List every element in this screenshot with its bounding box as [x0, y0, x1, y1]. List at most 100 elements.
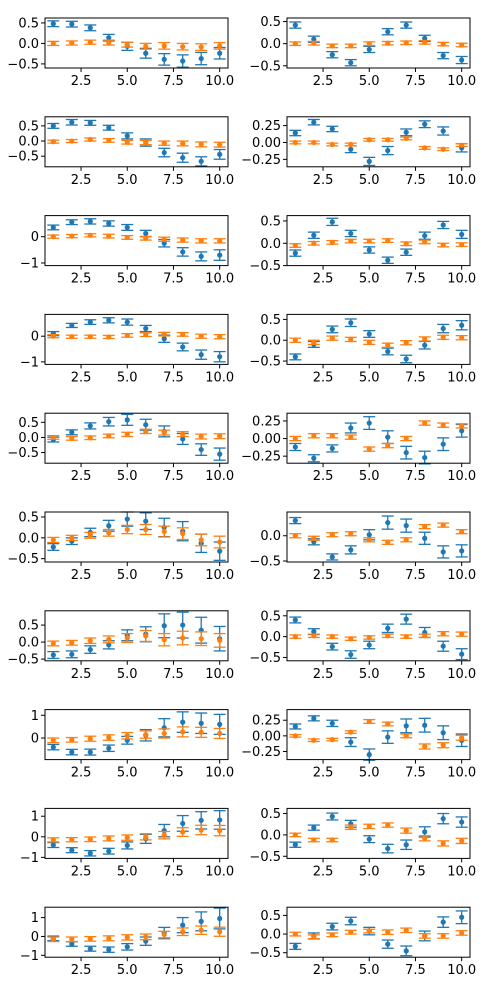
- data-point: [161, 43, 167, 49]
- data-point: [311, 535, 317, 541]
- data-point: [459, 423, 465, 429]
- axes-frame: [44, 215, 229, 267]
- data-point: [217, 354, 223, 360]
- data-point: [329, 43, 335, 49]
- data-point: [87, 120, 93, 126]
- y-tick-label: 0: [31, 830, 39, 845]
- data-point: [124, 319, 130, 325]
- series-2: [289, 927, 468, 940]
- data-point: [311, 934, 317, 940]
- data-point: [217, 730, 223, 737]
- axes-frame: [286, 807, 471, 859]
- x-tick-label: 7.5: [405, 963, 426, 978]
- data-point: [422, 829, 428, 835]
- data-point: [329, 837, 335, 843]
- series-1: [47, 317, 226, 363]
- data-point: [329, 445, 335, 452]
- data-point: [459, 335, 465, 341]
- data-point: [143, 732, 149, 738]
- data-point: [422, 743, 428, 750]
- series-2: [47, 925, 226, 943]
- data-point: [348, 729, 354, 735]
- y-tick-label: −0.5: [249, 651, 281, 666]
- data-point: [292, 533, 298, 539]
- x-tick-label: 10.0: [205, 568, 234, 583]
- data-point: [180, 58, 186, 64]
- data-point: [180, 431, 186, 437]
- subplot-7-1: 2.5 5.0 7.5 10.0 −0.250.000.25: [241, 709, 476, 781]
- y-tick-label: 0.5: [18, 119, 39, 134]
- data-point: [106, 220, 112, 227]
- data-point: [329, 52, 335, 58]
- data-point: [69, 119, 75, 125]
- data-point: [422, 342, 428, 348]
- x-tick-label: 5.0: [359, 370, 380, 385]
- data-point: [198, 352, 204, 358]
- data-point: [161, 528, 167, 535]
- x-tick-label: 7.5: [405, 74, 426, 89]
- data-point: [87, 136, 93, 143]
- data-point: [198, 253, 204, 259]
- data-point: [292, 931, 298, 937]
- x-tick-label: 7.5: [163, 568, 184, 583]
- data-point: [348, 60, 354, 66]
- data-point: [366, 137, 372, 143]
- data-point: [385, 40, 391, 46]
- x-tick-label: 2.5: [71, 864, 92, 879]
- data-point: [87, 850, 93, 856]
- data-point: [311, 40, 317, 46]
- series-2: [47, 523, 226, 549]
- data-point: [50, 640, 56, 647]
- data-point: [106, 125, 112, 131]
- data-point: [348, 824, 354, 830]
- data-point: [217, 252, 223, 258]
- subplot-3-1: 2.5 5.0 7.5 10.0 −0.5 0.0 0.5: [249, 313, 476, 386]
- subplot-5-0: 2.5 5.0 7.5 10.0 −0.5 0.0 0.5: [7, 511, 234, 584]
- y-tick-label: −0.25: [241, 153, 281, 168]
- y-tick-label: 0.0: [260, 529, 281, 544]
- data-point: [385, 147, 391, 154]
- series-2: [289, 822, 468, 847]
- data-point: [459, 838, 465, 844]
- y-tick-label: −0.5: [249, 946, 281, 961]
- data-point: [459, 548, 465, 554]
- data-point: [311, 433, 317, 439]
- axes-frame: [44, 313, 229, 365]
- x-tick-label: 5.0: [359, 173, 380, 188]
- data-point: [459, 57, 465, 63]
- data-point: [366, 642, 372, 648]
- x-tick-label: 10.0: [205, 469, 234, 484]
- data-point: [143, 235, 149, 241]
- data-point: [422, 633, 428, 639]
- data-point: [422, 835, 428, 841]
- data-point: [217, 721, 223, 727]
- data-point: [50, 737, 56, 743]
- x-tick-label: 5.0: [117, 568, 138, 583]
- data-point: [403, 340, 409, 346]
- data-point: [106, 317, 112, 323]
- x-tick-label: 2.5: [313, 469, 334, 484]
- x-tick-label: 2.5: [71, 667, 92, 682]
- data-point: [422, 524, 428, 530]
- data-point: [198, 238, 204, 244]
- data-point: [69, 737, 75, 743]
- x-tick-label: 5.0: [359, 469, 380, 484]
- x-tick-label: 10.0: [205, 864, 234, 879]
- data-point: [440, 631, 446, 637]
- data-point: [385, 845, 391, 852]
- data-point: [161, 336, 167, 342]
- data-point: [329, 932, 335, 938]
- x-tick-label: 5.0: [359, 568, 380, 583]
- data-point: [440, 53, 446, 59]
- data-point: [311, 629, 317, 635]
- x-tick-label: 2.5: [71, 963, 92, 978]
- y-tick-label: −1: [20, 256, 39, 271]
- y-tick-label: 0: [31, 930, 39, 945]
- data-point: [403, 450, 409, 456]
- data-point: [180, 436, 186, 442]
- data-point: [459, 231, 465, 237]
- x-tick-label: 7.5: [163, 173, 184, 188]
- x-tick-label: 5.0: [359, 272, 380, 287]
- data-point: [161, 140, 167, 146]
- data-point: [198, 158, 204, 164]
